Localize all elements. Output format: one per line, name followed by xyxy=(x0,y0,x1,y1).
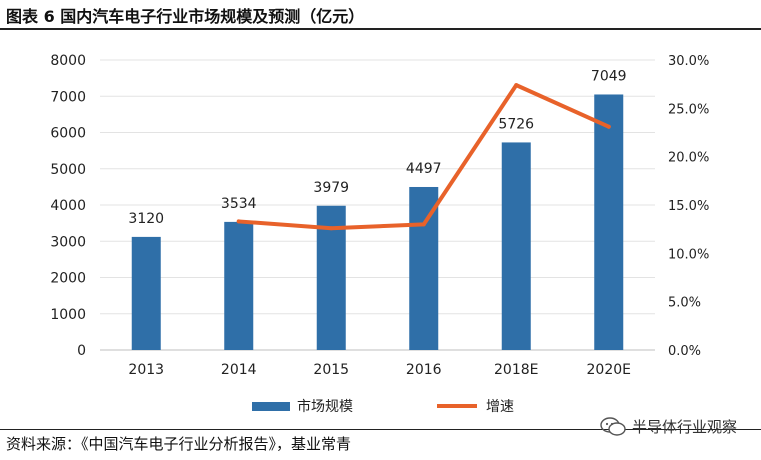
y-right-tick-label: 30.0% xyxy=(668,54,709,69)
x-tick-label: 2016 xyxy=(406,362,442,378)
watermark-text: 半导体行业观察 xyxy=(632,418,738,436)
source-note: 资料来源：《中国汽车电子行业分析报告》，基业常青 xyxy=(6,435,352,453)
chart-title: 图表 6 国内汽车电子行业市场规模及预测（亿元） xyxy=(6,7,365,26)
x-tick-label: 2013 xyxy=(128,362,164,378)
growth-point xyxy=(329,226,334,231)
data-label: 7049 xyxy=(591,68,627,84)
chart: 0 1000 2000 3000 4000 5000 6000 7000 8000 0.0% 5.0… xyxy=(50,53,709,415)
x-tick-label: 2015 xyxy=(313,362,349,378)
x-tick-label: 2020E xyxy=(587,362,631,378)
growth-point xyxy=(236,219,241,224)
bar xyxy=(131,236,161,350)
bar xyxy=(409,186,439,350)
title-divider xyxy=(0,28,761,30)
data-label: 4497 xyxy=(406,161,442,177)
y-right-tick-label: 20.0% xyxy=(668,151,709,166)
legend-label-bar: 市场规模 xyxy=(297,398,353,415)
growth-point xyxy=(514,83,519,88)
wechat-bubble-icon xyxy=(600,416,626,436)
y-left-tick-label: 7000 xyxy=(50,89,86,105)
y-left-tick-label: 2000 xyxy=(50,271,86,287)
growth-point xyxy=(606,124,611,129)
y-left-tick-label: 8000 xyxy=(50,53,86,69)
y-right-tick-label: 25.0% xyxy=(668,102,709,117)
y-left-tick-label: 1000 xyxy=(50,307,86,323)
x-tick-label: 2014 xyxy=(221,362,257,378)
y-right-tick-label: 15.0% xyxy=(668,199,709,214)
data-label: 5726 xyxy=(498,116,534,132)
bar xyxy=(501,142,531,350)
y-left-tick-label: 6000 xyxy=(50,126,86,142)
data-label: 3979 xyxy=(313,180,349,196)
y-right-tick-label: 0.0% xyxy=(668,344,701,359)
bar xyxy=(594,94,624,350)
y-right-tick-label: 10.0% xyxy=(668,247,709,262)
legend-swatch-bar xyxy=(252,402,290,411)
y-left-tick-label: 5000 xyxy=(50,162,86,178)
x-tick-label: 2018E xyxy=(494,362,538,378)
data-label: 3534 xyxy=(221,196,257,212)
footer-divider xyxy=(0,429,761,430)
growth-point xyxy=(421,222,426,227)
y-left-tick-label: 0 xyxy=(77,343,86,359)
data-label: 3120 xyxy=(128,211,164,227)
y-left-tick-label: 3000 xyxy=(50,234,86,250)
bar xyxy=(224,221,254,350)
y-left-tick-label: 4000 xyxy=(50,198,86,214)
y-right-tick-label: 5.0% xyxy=(668,296,701,311)
legend-label-line: 增速 xyxy=(486,399,514,415)
watermark: 半导体行业观察 xyxy=(600,416,737,437)
